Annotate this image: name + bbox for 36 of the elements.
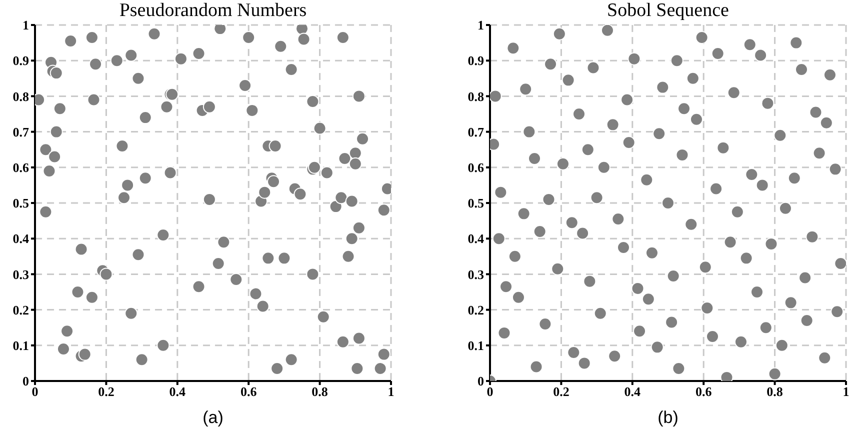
y-tick-label: 0.3 [468,266,484,282]
y-tick-label: 0.7 [468,124,484,140]
y-tick-label: 0 [478,374,484,389]
chart-title: Pseudorandom Numbers [118,0,308,22]
y-tick-label: 0.9 [12,53,30,68]
y-tick-label: 0.6 [468,160,484,176]
x-tick-label: 0.6 [240,384,258,400]
y-tick-label: 0.4 [468,231,484,246]
y-tick-label: 0.1 [468,338,484,354]
y-tick-label: 1 [22,18,29,33]
y-tick-label: 0.5 [468,196,484,211]
x-tick-label: 0.2 [553,384,570,400]
y-tick-label: 0.2 [12,302,29,318]
x-tick-label: 0.8 [312,384,328,400]
y-tick-label: 0.8 [468,88,484,104]
x-tick-label: 0.4 [624,384,642,400]
y-tick-label: 0 [22,374,29,389]
y-tick-label: 0.7 [12,124,30,140]
y-tick-label: 0.3 [12,266,30,282]
x-tick-label: 1 [842,384,850,400]
chart-title: Sobol Sequence [606,0,730,22]
text: (a) [202,408,224,428]
y-tick-label: 0.6 [12,160,30,176]
y-tick-label: 0.9 [468,53,484,68]
x-tick-label: 1 [388,384,394,400]
y-tick-label: 0.8 [12,88,30,104]
text: (b) [656,408,680,428]
x-tick-label: 0.2 [98,384,114,400]
y-tick-label: 0.4 [12,231,30,246]
x-tick-label: 0.4 [169,384,186,400]
y-tick-label: 0.5 [12,196,30,211]
y-tick-label: 0.2 [468,302,484,318]
y-tick-label: 1 [478,18,484,33]
y-tick-label: 0.1 [12,338,29,354]
x-tick-label: 0.6 [695,384,712,400]
x-tick-label: 0.8 [766,384,784,400]
